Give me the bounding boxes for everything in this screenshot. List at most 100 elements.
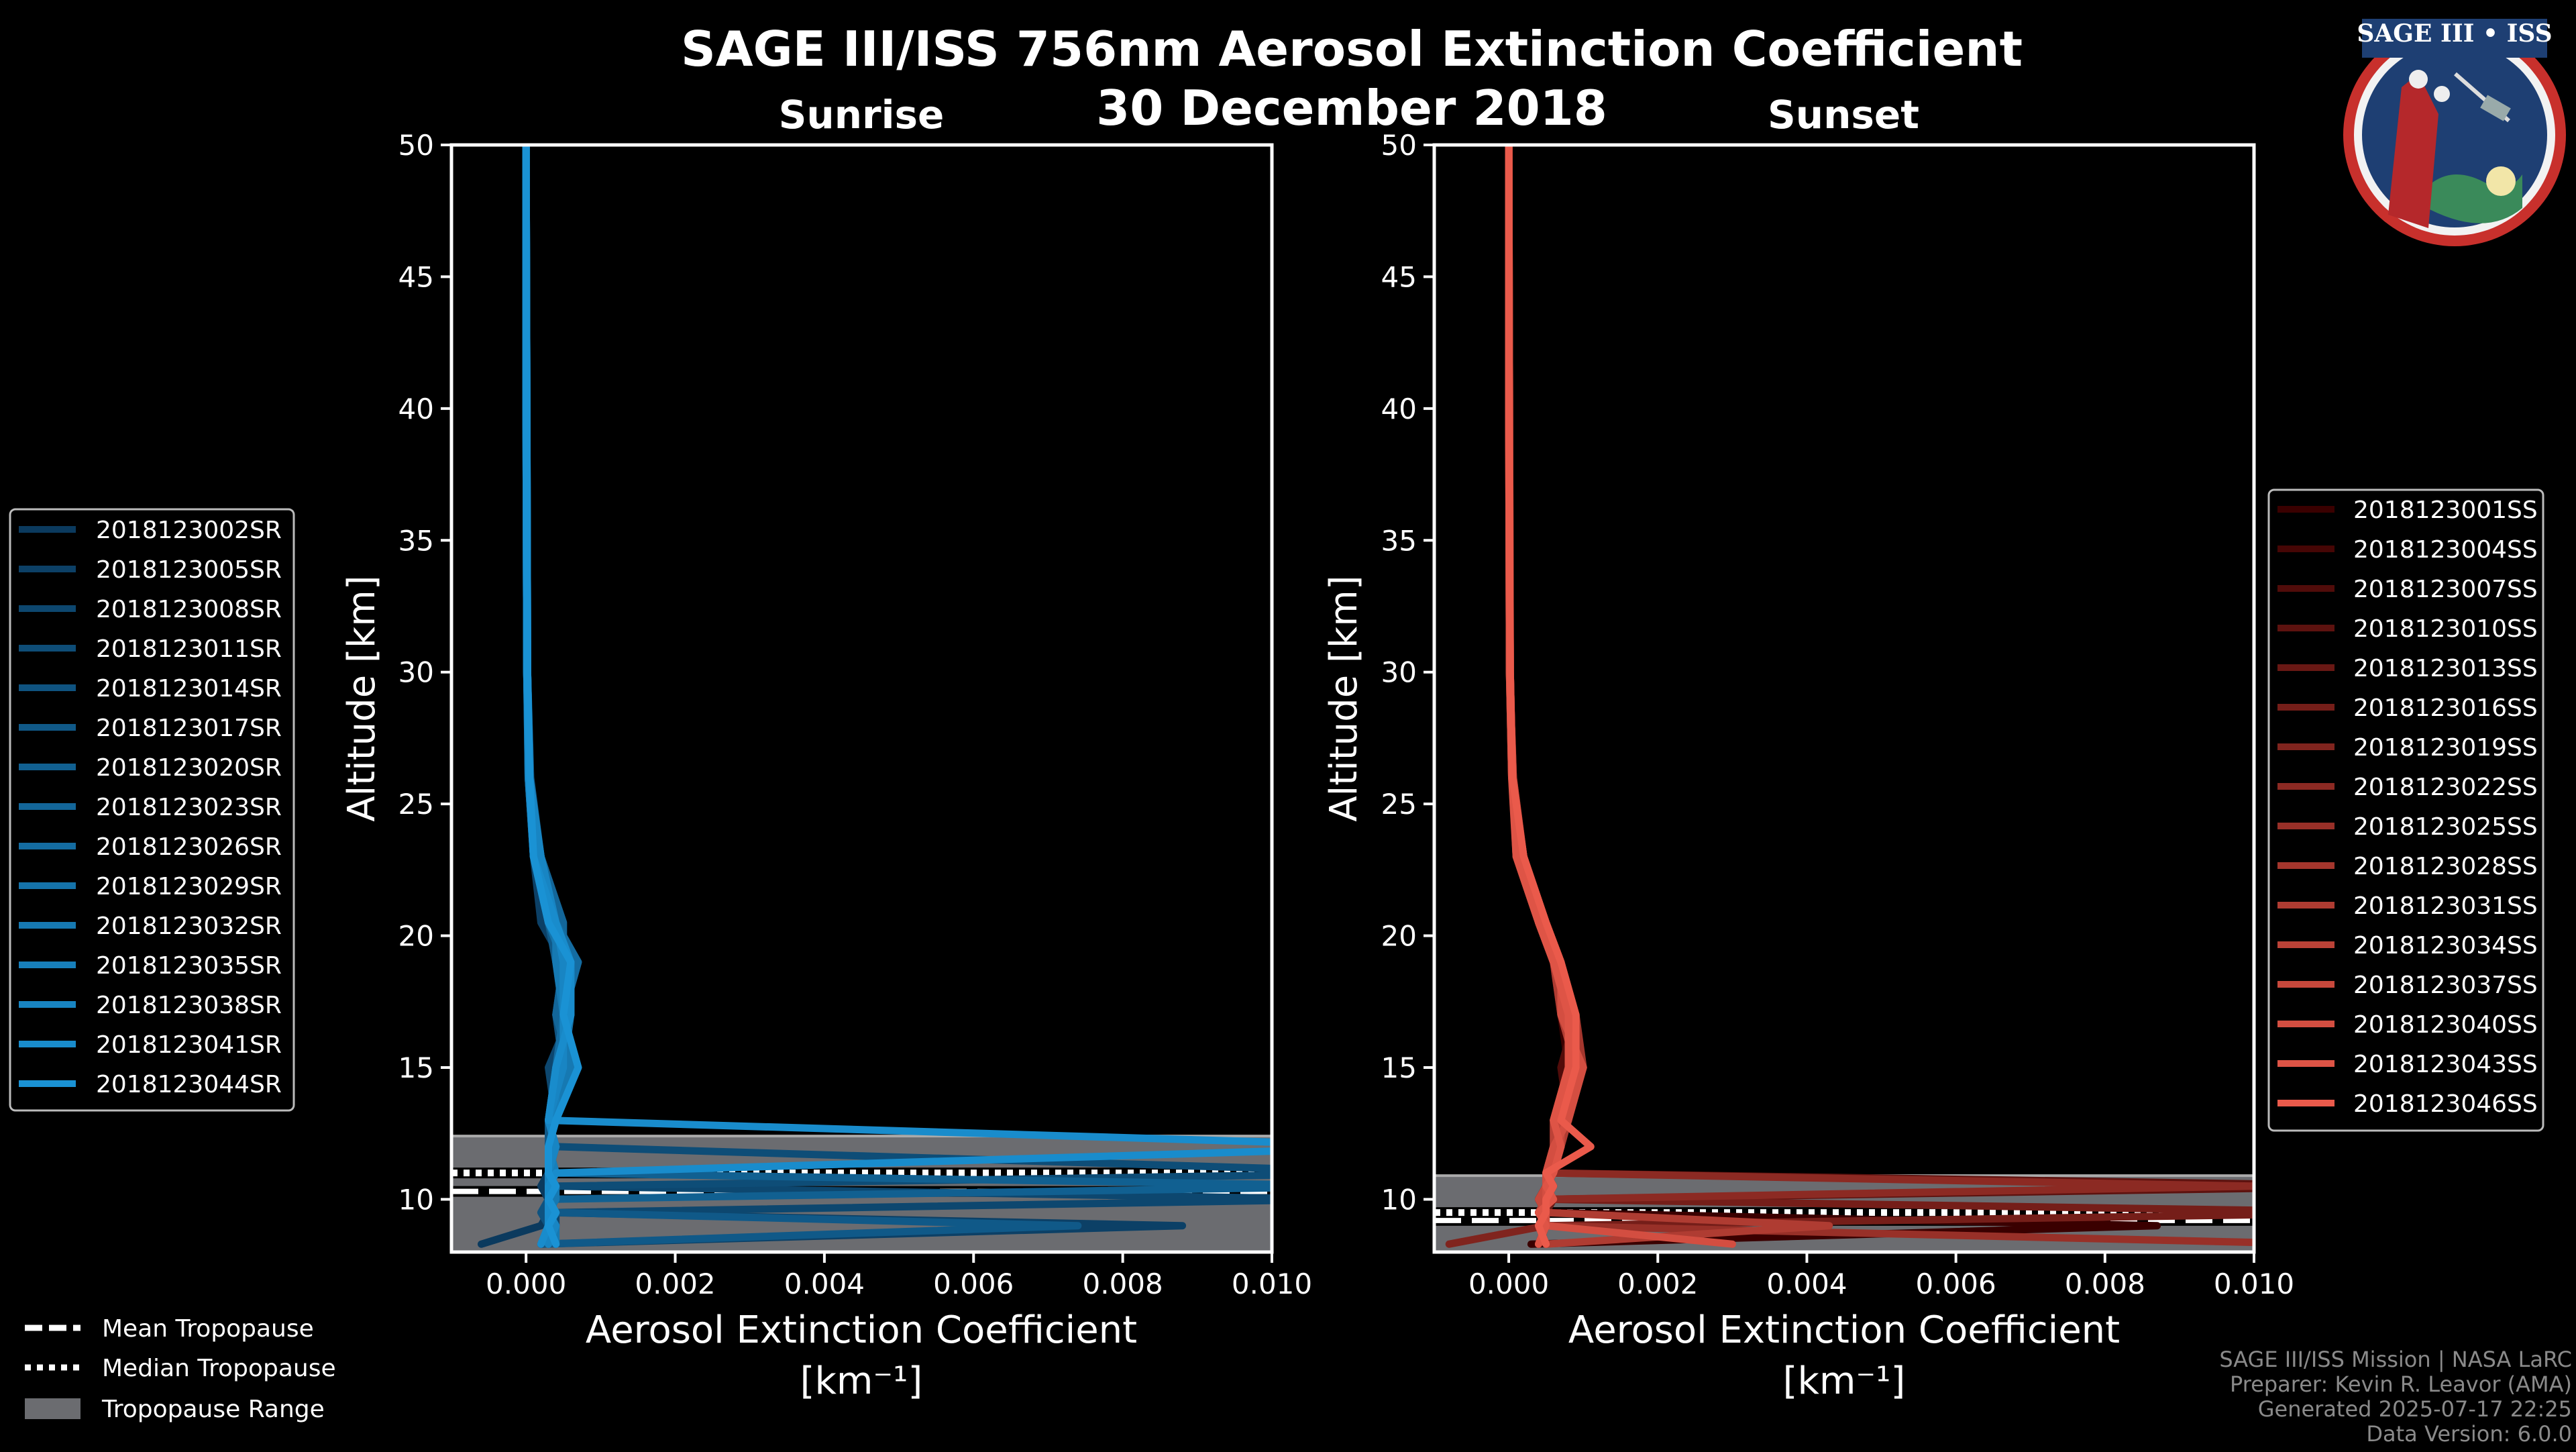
sunset-ytick-label: 45: [1381, 260, 1417, 293]
profile-2018123044SR: [522, 145, 582, 1248]
sunrise-ytick-label: 20: [398, 920, 434, 953]
legend-label-2018123007SS: 2018123007SS: [2353, 576, 2538, 603]
sunrise-plot: 0.000 0.002 0.004 0.006 0.008 0.010 10 15 20 25 30…: [398, 129, 1313, 1300]
sunset-legend: 2018123001SS 2018123004SS 2018123007SS 2018…: [2267, 488, 2544, 1132]
legend-label-2018123005SR: 2018123005SR: [96, 556, 282, 584]
sunset-ylabel: Altitude [km]: [1322, 575, 1366, 821]
mean-tropopause-label: Mean Tropopause: [102, 1315, 314, 1343]
sunrise-xtick-label: 0.002: [635, 1267, 715, 1300]
sunset-xtick-label: 0.010: [2214, 1267, 2294, 1300]
legend-label-2018123043SS: 2018123043SS: [2353, 1051, 2538, 1078]
sunrise-ytick-label: 30: [398, 656, 434, 689]
legend-label-2018123026SR: 2018123026SR: [96, 833, 282, 861]
sunset-plot-area: [1434, 145, 2254, 1252]
sunrise-ytick-label: 15: [398, 1051, 434, 1084]
sunrise-ytick-label: 50: [398, 129, 434, 162]
legend-label-2018123010SS: 2018123010SS: [2353, 615, 2538, 643]
legend-label-2018123046SS: 2018123046SS: [2353, 1090, 2538, 1118]
legend-label-2018123016SS: 2018123016SS: [2353, 694, 2538, 722]
legend-label-2018123044SR: 2018123044SR: [96, 1071, 282, 1098]
sunrise-title: Sunrise: [779, 92, 945, 138]
sunrise-ytick-label: 45: [398, 260, 434, 293]
legend-label-2018123023SR: 2018123023SR: [96, 794, 282, 821]
profile-2018123040SS: [1505, 145, 1736, 1248]
credit-data-version: Data Version: 6.0.0: [2366, 1421, 2572, 1447]
legend-label-2018123008SR: 2018123008SR: [96, 596, 282, 623]
legend-label-2018123040SS: 2018123040SS: [2353, 1011, 2538, 1039]
profile-2018123025SS: [1505, 145, 2254, 1247]
sage-iii-iss-logo: SAGE III • ISS: [2343, 19, 2566, 246]
sunset-title: Sunset: [1768, 92, 1919, 138]
profile-2018123001SS: [1505, 145, 2161, 1248]
legend-label-2018123017SR: 2018123017SR: [96, 715, 282, 742]
sunset-ytick-label: 20: [1381, 920, 1417, 953]
sunset-ytick-label: 15: [1381, 1051, 1417, 1084]
sunrise-xtick-label: 0.000: [486, 1267, 566, 1300]
legend-label-2018123028SS: 2018123028SS: [2353, 853, 2538, 880]
sunset-plot: 0.000 0.002 0.004 0.006 0.008 0.010 10 15 20 25 30…: [1381, 129, 2295, 1300]
legend-label-2018123038SR: 2018123038SR: [96, 992, 282, 1019]
sunset-xtick-label: 0.006: [1916, 1267, 1996, 1300]
sunset-xtick-label: 0.000: [1468, 1267, 1549, 1300]
sunrise-xtick-label: 0.004: [784, 1267, 865, 1300]
profile-2018123022SS: [1505, 145, 2254, 1248]
tropopause-range-swatch: [25, 1398, 80, 1419]
profile-2018123017SR: [522, 145, 1082, 1248]
sunset-ytick-label: 40: [1381, 393, 1417, 425]
profile-2018123008SR: [522, 145, 1272, 1248]
sunset-ytick-label: 35: [1381, 524, 1417, 557]
profile-2018123046SS: [1505, 145, 1595, 1248]
sunset-ytick-label: 30: [1381, 656, 1417, 689]
profile-2018123005SR: [522, 145, 1187, 1248]
sunset-ytick-label: 10: [1381, 1183, 1417, 1216]
sunset-axes-frame: [1432, 143, 2256, 1254]
legend-label-2018123014SR: 2018123014SR: [96, 675, 282, 703]
legend-label-2018123020SR: 2018123020SR: [96, 754, 282, 782]
sunrise-xtick-label: 0.010: [1232, 1267, 1312, 1300]
legend-label-2018123004SS: 2018123004SS: [2353, 536, 2538, 564]
sunset-ytick-label: 25: [1381, 788, 1417, 821]
date-title: 30 December 2018: [1096, 80, 1607, 136]
sunrise-ytick-label: 35: [398, 524, 434, 557]
svg-text:SAGE III • ISS: SAGE III • ISS: [2357, 19, 2552, 48]
legend-label-2018123032SR: 2018123032SR: [96, 913, 282, 940]
credit-generated: Generated 2025-07-17 22:25: [2258, 1396, 2572, 1422]
legend-label-2018123041SR: 2018123041SR: [96, 1031, 282, 1059]
legend-label-2018123035SR: 2018123035SR: [96, 952, 282, 980]
sunrise-xtick-label: 0.006: [933, 1267, 1014, 1300]
legend-label-2018123031SS: 2018123031SS: [2353, 892, 2538, 920]
sunset-xtick-label: 0.004: [1766, 1267, 1847, 1300]
sunrise-ytick-label: 25: [398, 788, 434, 821]
sunset-xlabel: Aerosol Extinction Coefficient: [1568, 1308, 2120, 1352]
tropopause-range-label: Tropopause Range: [101, 1396, 325, 1423]
median-tropopause-label: Median Tropopause: [102, 1355, 336, 1382]
legend-label-2018123001SS: 2018123001SS: [2353, 497, 2538, 524]
main-title: SAGE III/ISS 756nm Aerosol Extinction Co…: [681, 21, 2023, 77]
credit-preparer: Preparer: Kevin R. Leavor (AMA): [2230, 1371, 2572, 1397]
legend-label-2018123011SR: 2018123011SR: [96, 635, 282, 663]
sunset-ytick-label: 50: [1381, 129, 1417, 162]
profile-2018123031SS: [1505, 145, 1833, 1248]
legend-label-2018123022SS: 2018123022SS: [2353, 774, 2538, 801]
sunrise-xlabel: Aerosol Extinction Coefficient: [586, 1308, 1137, 1352]
credits: SAGE III/ISS Mission | NASA LaRC Prepare…: [2219, 1347, 2572, 1447]
sunset-xunit: [km⁻¹]: [1783, 1359, 1906, 1403]
sunrise-ytick-label: 40: [398, 393, 434, 425]
sunset-xtick-label: 0.008: [2065, 1267, 2145, 1300]
sunrise-legend: 2018123002SR 2018123005SR 2018123008SR 2018…: [9, 508, 295, 1112]
tropopause-legend: Mean Tropopause Median Tropopause Tropop…: [25, 1315, 336, 1423]
sunrise-ytick-label: 10: [398, 1183, 434, 1216]
profile-2018123020SR: [522, 145, 1272, 1248]
profile-2018123041SR: [522, 145, 1272, 1248]
sunrise-xunit: [km⁻¹]: [800, 1359, 923, 1403]
legend-label-2018123034SS: 2018123034SS: [2353, 932, 2538, 960]
legend-label-2018123025SS: 2018123025SS: [2353, 813, 2538, 841]
legend-label-2018123013SS: 2018123013SS: [2353, 655, 2538, 682]
legend-label-2018123037SS: 2018123037SS: [2353, 972, 2538, 999]
credit-mission: SAGE III/ISS Mission | NASA LaRC: [2219, 1347, 2572, 1372]
profile-2018123011SR: [522, 145, 1272, 1248]
legend-label-2018123002SR: 2018123002SR: [96, 517, 282, 544]
sunrise-plot-area: [451, 145, 1272, 1252]
sunrise-ylabel: Altitude [km]: [340, 575, 384, 821]
